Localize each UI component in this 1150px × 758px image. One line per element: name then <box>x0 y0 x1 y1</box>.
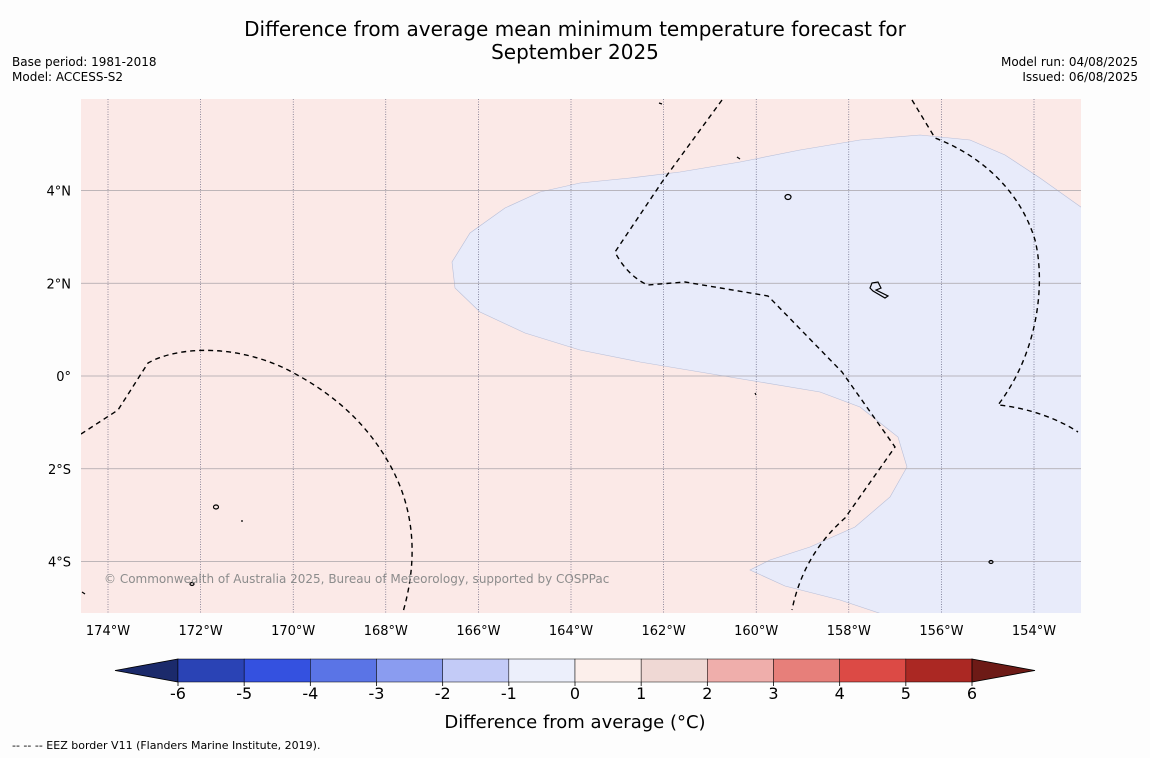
graticule <box>81 99 1081 613</box>
copyright-text: © Commonwealth of Australia 2025, Bureau… <box>104 572 609 586</box>
colorbar-min-extend <box>114 658 179 683</box>
longitude-label: 162°W <box>642 624 686 639</box>
longitude-label: 166°W <box>456 624 500 639</box>
latitude-labels: 4°N 2°N 0° 2°S 4°S <box>47 185 72 571</box>
base-period: Base period: 1981-2018 <box>12 55 157 69</box>
longitude-label: 156°W <box>919 624 963 639</box>
colorbar-segment <box>905 658 973 683</box>
colorbar-segment <box>376 658 443 683</box>
eez-border-central <box>614 99 896 611</box>
colorbar-ticks: -6 -5 -4 -3 -2 -1 0 1 2 3 4 5 6 <box>170 682 977 703</box>
latitude-label: 4°S <box>48 556 71 571</box>
meta-left: Base period: 1981-2018 Model: ACCESS-S2 <box>12 55 157 85</box>
meta-right: Model run: 04/08/2025 Issued: 06/08/2025 <box>1001 55 1138 85</box>
island-north-1 <box>784 193 792 201</box>
colorbar-tick-label: 6 <box>967 684 977 703</box>
colorbar-tick-label: -6 <box>170 684 186 703</box>
island-south-3 <box>189 581 195 587</box>
longitude-label: 160°W <box>734 624 778 639</box>
colorbar-segment <box>243 658 311 683</box>
island-kiritimati <box>869 281 890 299</box>
title-line-1: Difference from average mean minimum tem… <box>244 17 906 41</box>
longitude-label: 158°W <box>827 624 871 639</box>
island-south-1 <box>212 504 220 510</box>
island-north-2 <box>736 156 741 160</box>
latitude-label: 2°S <box>48 463 71 478</box>
longitude-label: 168°W <box>364 624 408 639</box>
eez-footnote: -- -- -- EEZ border V11 (Flanders Marine… <box>12 739 321 752</box>
chart-title: Difference from average mean minimum tem… <box>0 18 1150 64</box>
islands <box>81 102 994 595</box>
colorbar-label: Difference from average (°C) <box>444 712 705 733</box>
island-equator-1 <box>754 392 757 396</box>
island-south-4 <box>988 559 994 565</box>
island-edge <box>81 591 86 595</box>
colorbar-tick-label: 5 <box>901 684 911 703</box>
model-name: Model: ACCESS-S2 <box>12 70 124 84</box>
issued-date: Issued: 06/08/2025 <box>1022 70 1138 84</box>
colorbar-segment <box>177 658 245 683</box>
colorbar-tick-label: -3 <box>369 684 385 703</box>
eez-border-east <box>911 99 1079 433</box>
longitude-labels: 174°W 172°W 170°W 168°W 166°W 164°W 162°W 160°W… <box>86 624 1056 639</box>
colorbar-tick-label: -1 <box>501 684 517 703</box>
eez-borders <box>81 99 1079 613</box>
colorbar-segment <box>773 658 840 683</box>
colorbar-tick-label: -5 <box>236 684 252 703</box>
colorbar-blocks <box>114 658 1036 683</box>
longitude-label: 172°W <box>179 624 223 639</box>
colorbar-segment <box>707 658 774 683</box>
colorbar-tick-label: 3 <box>768 684 778 703</box>
latitude-label: 4°N <box>47 185 72 200</box>
title-line-2: September 2025 <box>491 40 659 64</box>
longitude-label: 164°W <box>549 624 593 639</box>
colorbar-tick-label: 1 <box>636 684 646 703</box>
colorbar-tick-label: -4 <box>302 684 318 703</box>
colorbar-segment <box>442 658 510 683</box>
latitude-label: 0° <box>56 370 71 385</box>
eez-border-west <box>81 349 413 613</box>
longitude-label: 154°W <box>1012 624 1056 639</box>
latitude-label: 2°N <box>47 277 72 292</box>
model-run: Model run: 04/08/2025 <box>1000 55 1138 69</box>
map-panel: © Commonwealth of Australia 2025, Bureau… <box>47 99 1081 639</box>
colorbar-segment <box>640 658 708 683</box>
longitude-label: 174°W <box>86 624 130 639</box>
colorbar-segment <box>310 658 377 683</box>
colorbar-segment <box>508 658 576 683</box>
colorbar-tick-label: 0 <box>570 684 580 703</box>
colorbar-segment <box>574 658 642 683</box>
colorbar-tick-label: 2 <box>702 684 712 703</box>
colorbar-tick-label: -2 <box>435 684 451 703</box>
colorbar-segment <box>839 658 907 683</box>
island-north-3 <box>658 102 663 105</box>
colorbar-max-extend <box>971 658 1036 683</box>
colorbar: -6 -5 -4 -3 -2 -1 0 1 2 3 4 5 6 Difference from aver… <box>114 658 1036 733</box>
longitude-label: 170°W <box>271 624 315 639</box>
colorbar-tick-label: 4 <box>835 684 845 703</box>
